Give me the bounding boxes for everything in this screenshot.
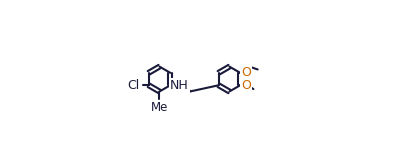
Text: Me: Me [151, 101, 168, 114]
Text: O: O [241, 66, 251, 79]
Text: Cl: Cl [128, 79, 140, 92]
Text: NH: NH [170, 79, 189, 92]
Text: O: O [241, 79, 251, 92]
